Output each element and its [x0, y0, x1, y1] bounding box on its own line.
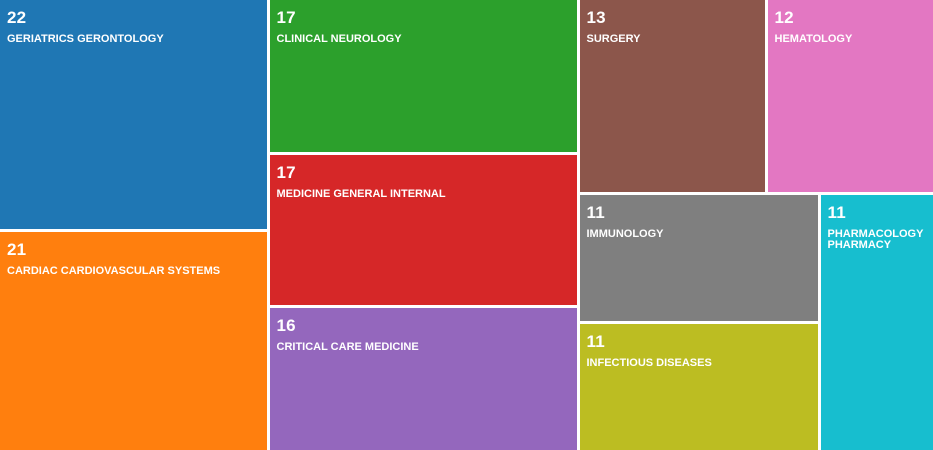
tile-label: IMMUNOLOGY — [586, 227, 664, 240]
tile-value: 11 — [586, 202, 605, 222]
treemap-tile-hematology[interactable]: 12 HEMATOLOGY — [767, 0, 933, 192]
tile-value: 17 — [276, 8, 296, 27]
treemap-tile-critical-care-medicine[interactable]: 16 CRITICAL CARE MEDICINE — [269, 307, 577, 450]
tile-label: HEMATOLOGY — [774, 33, 853, 45]
tile-label: SURGERY — [586, 33, 641, 45]
tile-value: 17 — [276, 162, 296, 182]
tile-value: 11 — [827, 202, 846, 222]
tile-value: 22 — [7, 8, 27, 27]
treemap-tile-surgery[interactable]: 13 SURGERY — [579, 0, 765, 192]
tile-value: 16 — [276, 315, 296, 335]
tile-value: 21 — [7, 239, 27, 259]
treemap-tile-infectious-diseases[interactable]: 11 INFECTIOUS DISEASES — [579, 323, 818, 450]
treemap-tile-clinical-neurology[interactable]: 17 CLINICAL NEUROLOGY — [269, 0, 577, 152]
treemap-tile-cardiac-cardiovascular-systems[interactable]: 21 CARDIAC CARDIOVASCULAR SYSTEMS — [0, 231, 267, 450]
tile-label: GERIATRICS GERONTOLOGY — [7, 33, 164, 45]
treemap-tile-medicine-general-internal[interactable]: 17 MEDICINE GENERAL INTERNAL — [269, 154, 577, 305]
treemap-tile-geriatrics-gerontology[interactable]: 22 GERIATRICS GERONTOLOGY — [0, 0, 267, 229]
tile-label: INFECTIOUS DISEASES — [586, 356, 712, 369]
tile-value: 11 — [586, 331, 605, 351]
tile-label: CRITICAL CARE MEDICINE — [276, 340, 419, 353]
tile-value: 13 — [586, 8, 606, 27]
tile-label: CARDIAC CARDIOVASCULAR SYSTEMS — [7, 264, 221, 277]
tile-label: MEDICINE GENERAL INTERNAL — [276, 187, 446, 200]
treemap-tile-pharmacology-pharmacy[interactable]: 11 PHARMACOLOGY PHARMACY — [820, 194, 933, 450]
tile-label: PHARMACOLOGY PHARMACY — [827, 227, 924, 251]
tile-label: CLINICAL NEUROLOGY — [276, 33, 402, 45]
tile-value: 12 — [774, 8, 794, 27]
treemap-tile-immunology[interactable]: 11 IMMUNOLOGY — [579, 194, 818, 321]
